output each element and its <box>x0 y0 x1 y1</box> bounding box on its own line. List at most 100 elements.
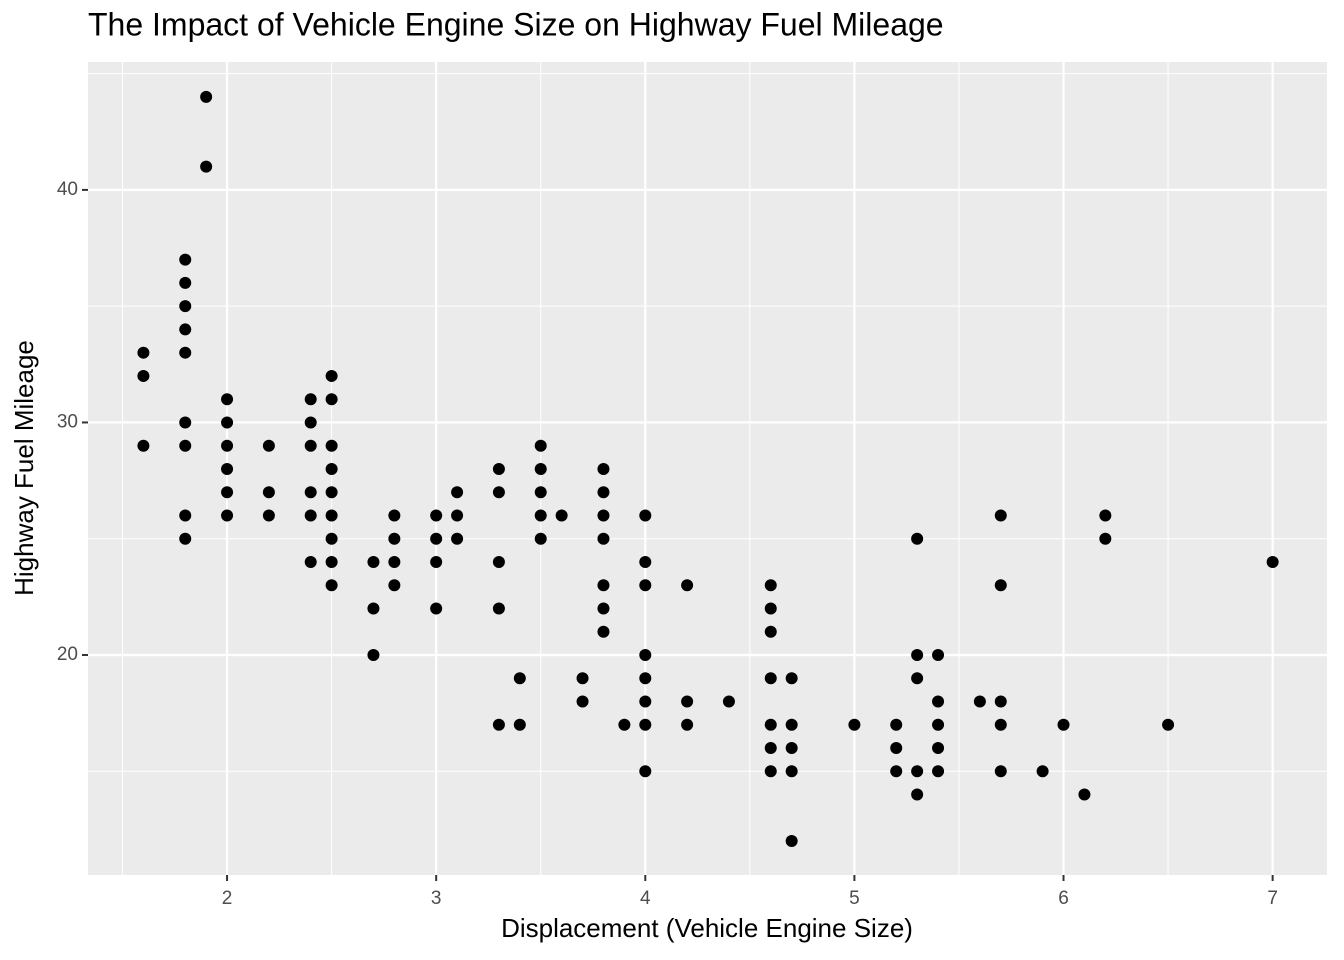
point <box>597 532 610 545</box>
point <box>179 300 192 313</box>
y-axis-title: Highway Fuel Mileage <box>9 340 39 596</box>
x-tick-label: 6 <box>1058 888 1069 909</box>
point <box>890 765 903 778</box>
point <box>430 509 443 522</box>
point <box>492 555 505 568</box>
point <box>639 579 652 592</box>
point <box>994 718 1007 731</box>
point <box>513 718 526 731</box>
point <box>1266 555 1279 568</box>
x-tick-label: 4 <box>640 888 651 909</box>
point <box>304 439 317 452</box>
point <box>221 439 234 452</box>
x-axis-title: Displacement (Vehicle Engine Size) <box>501 913 913 943</box>
point <box>430 555 443 568</box>
point <box>785 835 798 848</box>
y-tick-label: 40 <box>57 179 78 200</box>
point <box>1078 788 1091 801</box>
point <box>764 718 777 731</box>
point <box>681 718 694 731</box>
point <box>325 555 338 568</box>
point <box>681 695 694 708</box>
point <box>325 486 338 499</box>
point <box>618 718 631 731</box>
point <box>932 718 945 731</box>
point <box>221 416 234 429</box>
point <box>492 718 505 731</box>
point <box>492 486 505 499</box>
point <box>137 369 150 382</box>
point <box>304 416 317 429</box>
point <box>304 509 317 522</box>
point <box>576 672 589 685</box>
point <box>388 579 401 592</box>
point <box>597 625 610 638</box>
point <box>325 439 338 452</box>
point <box>764 672 777 685</box>
point <box>890 718 903 731</box>
point <box>430 602 443 615</box>
point <box>911 649 924 662</box>
point <box>597 462 610 475</box>
point <box>1099 509 1112 522</box>
point <box>1036 765 1049 778</box>
point <box>994 765 1007 778</box>
point <box>304 486 317 499</box>
point <box>785 718 798 731</box>
point <box>932 695 945 708</box>
point <box>221 509 234 522</box>
point <box>179 509 192 522</box>
point <box>534 486 547 499</box>
point <box>388 555 401 568</box>
point <box>932 765 945 778</box>
point <box>262 486 275 499</box>
point <box>325 579 338 592</box>
point <box>325 393 338 406</box>
point <box>221 462 234 475</box>
point <box>1162 718 1175 731</box>
point <box>325 509 338 522</box>
point <box>911 532 924 545</box>
point <box>639 555 652 568</box>
point <box>179 276 192 289</box>
point <box>639 718 652 731</box>
point <box>764 602 777 615</box>
point <box>179 323 192 336</box>
point <box>534 509 547 522</box>
point <box>534 462 547 475</box>
y-tick-label: 20 <box>57 644 78 665</box>
x-tick-label: 7 <box>1267 888 1278 909</box>
point <box>1057 718 1070 731</box>
point <box>262 439 275 452</box>
point <box>911 672 924 685</box>
point <box>911 765 924 778</box>
point <box>137 439 150 452</box>
point <box>304 555 317 568</box>
point <box>492 462 505 475</box>
point <box>534 439 547 452</box>
point <box>785 672 798 685</box>
point <box>179 346 192 359</box>
point <box>137 346 150 359</box>
point <box>367 649 380 662</box>
point <box>639 509 652 522</box>
point <box>848 718 861 731</box>
point <box>179 253 192 266</box>
point <box>911 788 924 801</box>
point <box>221 486 234 499</box>
point <box>304 393 317 406</box>
point <box>994 579 1007 592</box>
point <box>973 695 986 708</box>
point <box>994 509 1007 522</box>
point <box>262 509 275 522</box>
chart-title: The Impact of Vehicle Engine Size on Hig… <box>88 6 944 42</box>
point <box>388 532 401 545</box>
point <box>681 579 694 592</box>
point <box>932 649 945 662</box>
point <box>764 579 777 592</box>
point <box>367 602 380 615</box>
point <box>639 695 652 708</box>
x-tick-label: 3 <box>431 888 442 909</box>
point <box>451 532 464 545</box>
point <box>513 672 526 685</box>
